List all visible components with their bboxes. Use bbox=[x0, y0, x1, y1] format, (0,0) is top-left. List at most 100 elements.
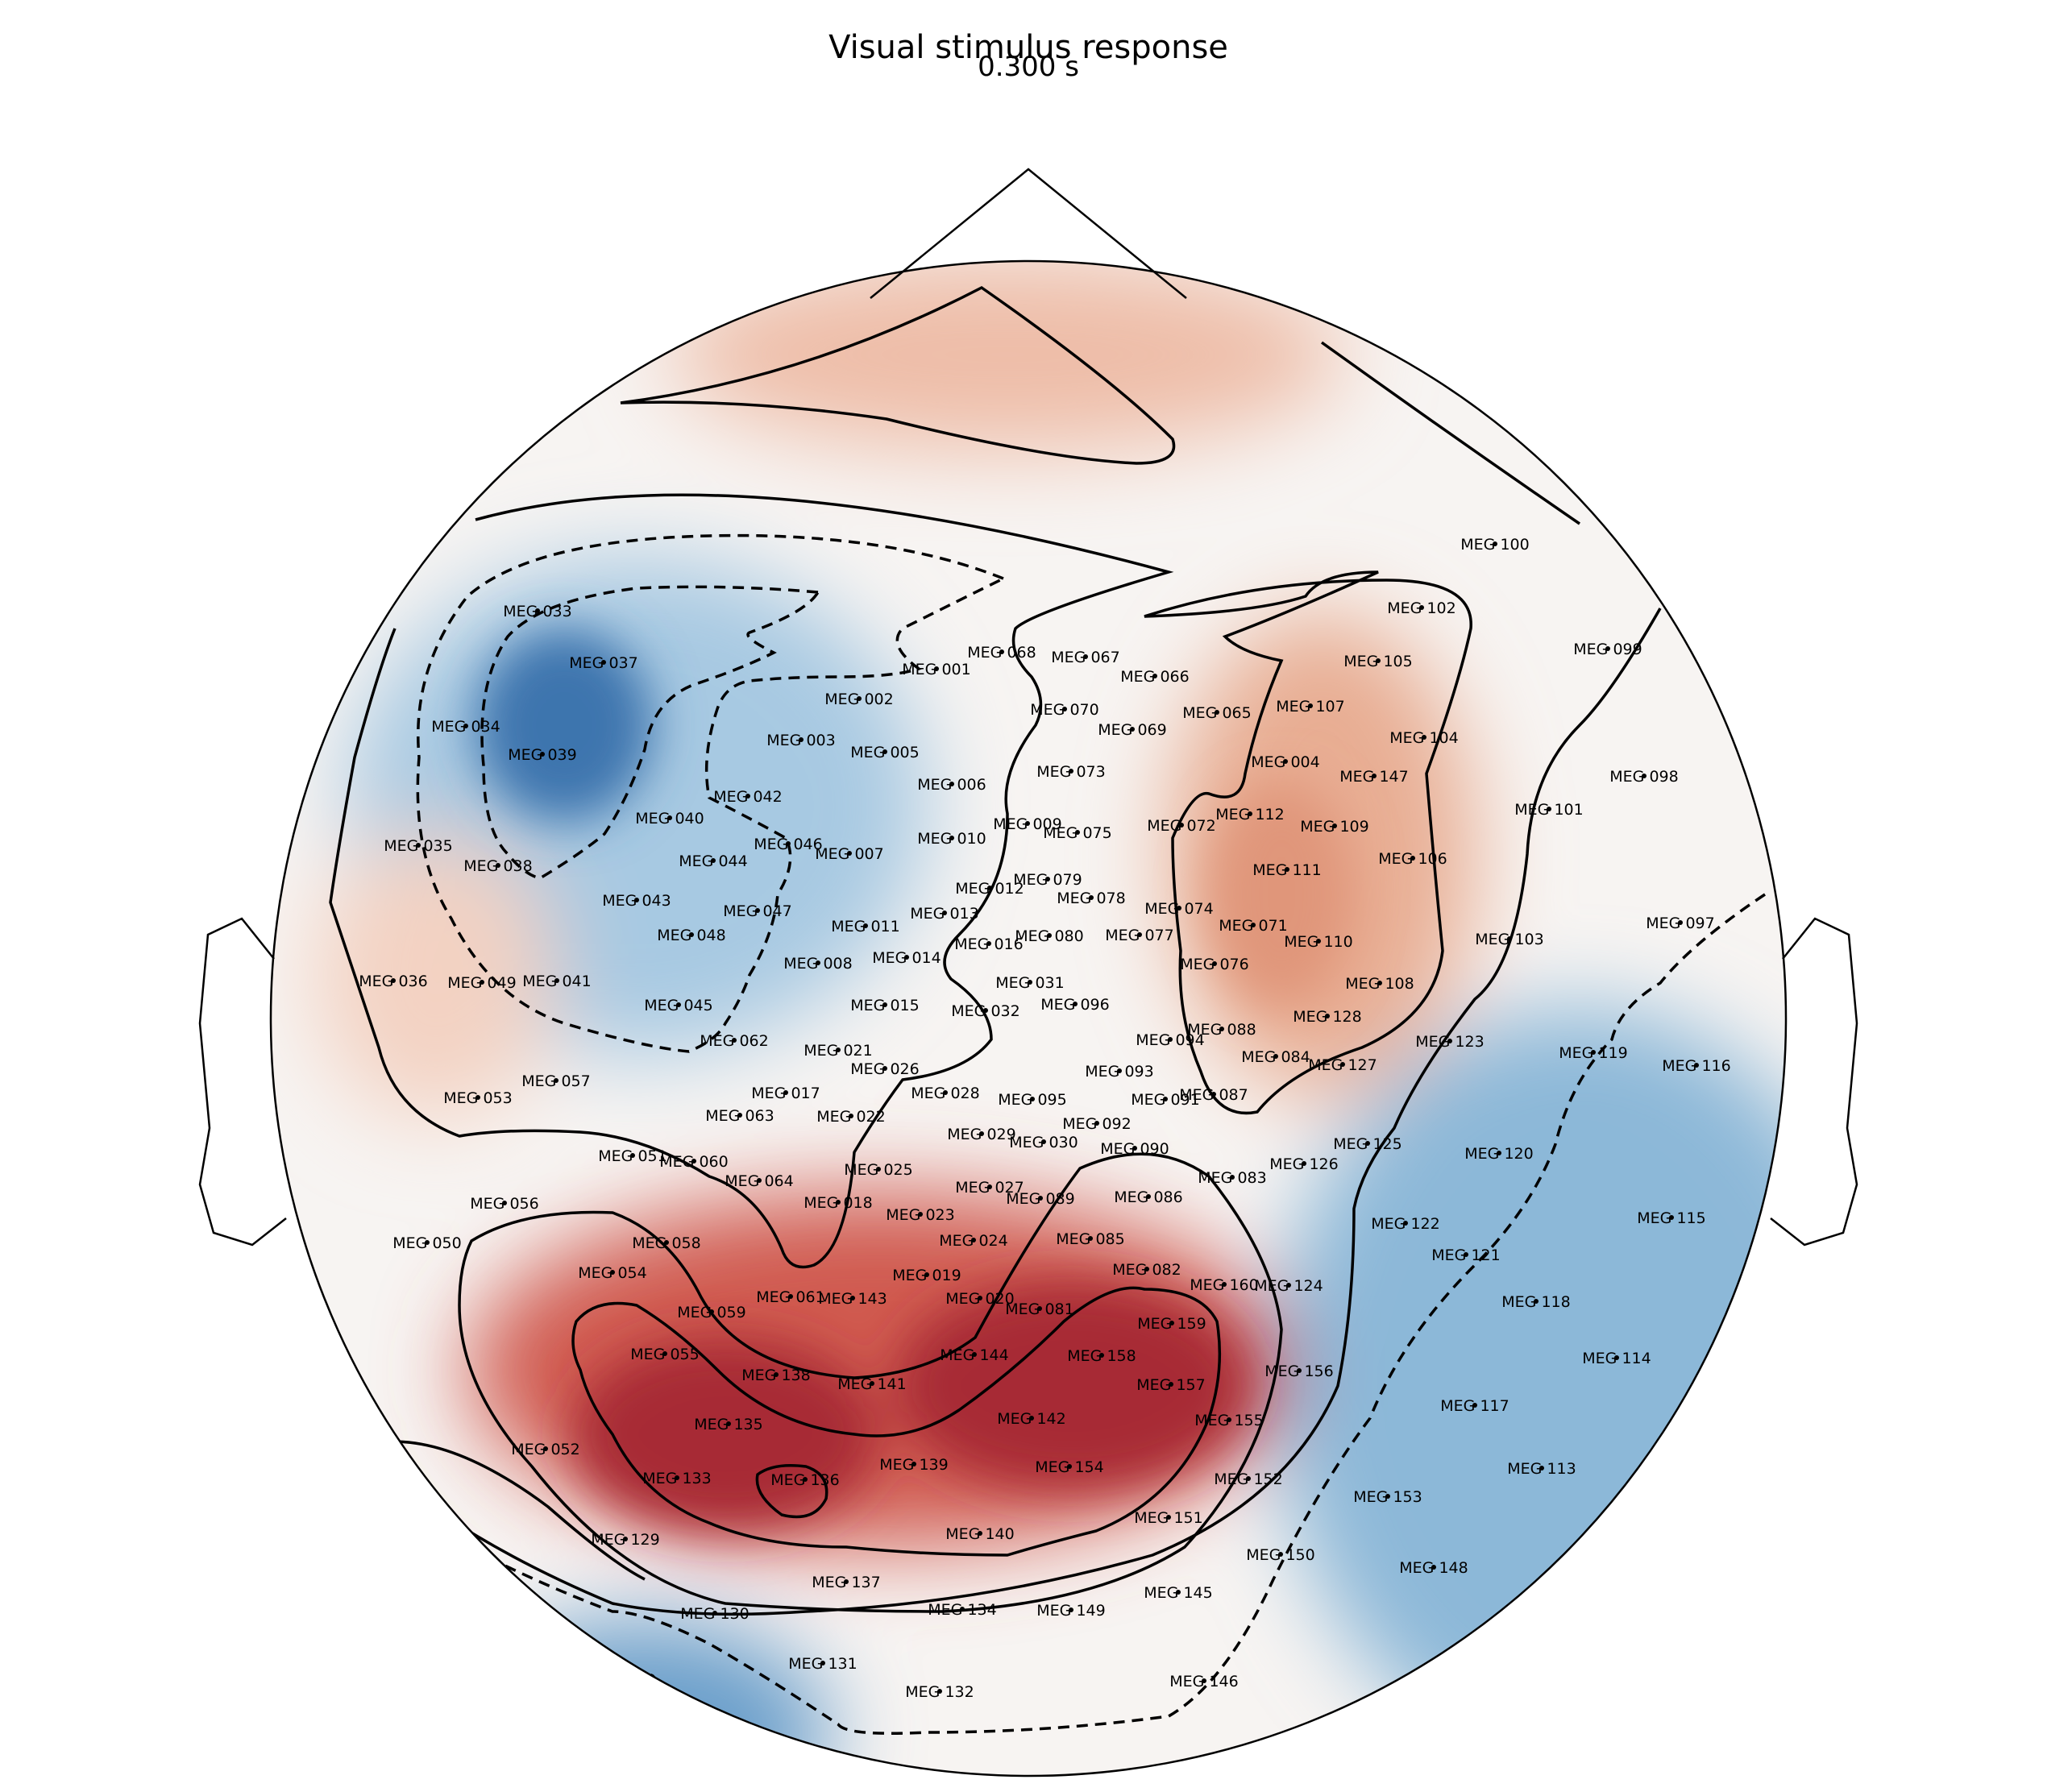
sensor-label: MEG 134 bbox=[928, 1601, 996, 1619]
sensor: MEG 084 bbox=[1241, 1048, 1310, 1066]
sensor: MEG 056 bbox=[470, 1195, 538, 1213]
sensor-label: MEG 152 bbox=[1214, 1471, 1282, 1488]
sensor-marker bbox=[1075, 830, 1080, 835]
chart-title: Visual stimulus response bbox=[828, 29, 1228, 66]
sensor-label: MEG 079 bbox=[1013, 871, 1082, 889]
sensor-label: MEG 109 bbox=[1300, 818, 1368, 836]
sensor-marker bbox=[1285, 867, 1289, 872]
sensor-marker bbox=[554, 978, 559, 983]
sensor-marker bbox=[849, 1114, 853, 1118]
sensor: MEG 160 bbox=[1190, 1276, 1258, 1294]
sensor-marker bbox=[972, 1352, 977, 1357]
sensor: MEG 121 bbox=[1431, 1247, 1500, 1264]
sensor-label: MEG 030 bbox=[1009, 1134, 1078, 1151]
sensor: MEG 001 bbox=[902, 661, 970, 678]
sensor: MEG 154 bbox=[1035, 1458, 1103, 1476]
sensor-marker bbox=[1230, 1175, 1235, 1180]
sensor-label: MEG 158 bbox=[1067, 1347, 1136, 1365]
sensor-marker bbox=[1073, 1002, 1078, 1006]
sensor-label: MEG 003 bbox=[766, 732, 835, 749]
sensor-label: MEG 016 bbox=[954, 935, 1023, 953]
sensor-label: MEG 135 bbox=[694, 1416, 762, 1433]
sensor-label: MEG 053 bbox=[443, 1089, 512, 1107]
sensor: MEG 128 bbox=[1293, 1008, 1361, 1026]
sensor: MEG 143 bbox=[818, 1290, 887, 1308]
sensor: MEG 129 bbox=[591, 1531, 659, 1549]
sensor-label: MEG 143 bbox=[818, 1290, 887, 1308]
contour-occipital-peak bbox=[755, 1464, 828, 1519]
contour-lower-left bbox=[378, 1440, 646, 1581]
sensor: MEG 125 bbox=[1333, 1135, 1402, 1153]
sensor-marker bbox=[1117, 1068, 1122, 1073]
sensor-label: MEG 093 bbox=[1085, 1063, 1153, 1081]
sensor: MEG 037 bbox=[569, 654, 637, 672]
pos-core-occipital-right bbox=[895, 1281, 1249, 1491]
sensor: MEG 080 bbox=[1015, 927, 1083, 945]
sensor: MEG 027 bbox=[955, 1179, 1024, 1197]
sensor: MEG 048 bbox=[657, 927, 725, 944]
sensor-marker bbox=[675, 1475, 679, 1480]
sensor-label: MEG 047 bbox=[723, 902, 791, 920]
sensor-label: MEG 098 bbox=[1609, 768, 1678, 786]
sensor: MEG 089 bbox=[1006, 1190, 1074, 1208]
contour-left-neg bbox=[416, 533, 1007, 1053]
sensor-marker bbox=[1372, 774, 1377, 778]
sensor: MEG 011 bbox=[831, 918, 899, 935]
sensor-label: MEG 018 bbox=[804, 1194, 872, 1212]
sensor: MEG 077 bbox=[1105, 927, 1173, 944]
sensor: MEG 095 bbox=[998, 1091, 1066, 1109]
sensor-marker bbox=[1497, 1151, 1501, 1155]
sensor-marker bbox=[737, 1113, 742, 1118]
sensor-marker bbox=[416, 843, 421, 848]
sensor-marker bbox=[480, 980, 484, 985]
sensor-label: MEG 068 bbox=[967, 644, 1036, 662]
sensor: MEG 101 bbox=[1514, 801, 1583, 819]
sensor-label: MEG 023 bbox=[886, 1206, 954, 1224]
sensor: MEG 081 bbox=[1005, 1300, 1073, 1318]
sensor: MEG 109 bbox=[1300, 818, 1368, 836]
sensor-label: MEG 126 bbox=[1269, 1155, 1338, 1173]
neg-region-right-lower bbox=[1273, 1007, 1786, 1765]
sensor-label: MEG 022 bbox=[816, 1108, 885, 1126]
sensor-label: MEG 087 bbox=[1179, 1086, 1248, 1104]
sensor: MEG 141 bbox=[837, 1375, 906, 1393]
sensor-marker bbox=[1377, 981, 1382, 985]
sensor-label: MEG 154 bbox=[1035, 1458, 1103, 1476]
sensor: MEG 068 bbox=[967, 644, 1036, 662]
sensor: MEG 072 bbox=[1147, 817, 1215, 835]
sensor: MEG 045 bbox=[644, 997, 712, 1014]
sensor-label: MEG 014 bbox=[872, 949, 941, 967]
sensor: MEG 047 bbox=[723, 902, 791, 920]
sensor-label: MEG 129 bbox=[591, 1531, 659, 1549]
sensor-label: MEG 060 bbox=[659, 1153, 728, 1171]
sensor-label: MEG 090 bbox=[1100, 1140, 1169, 1158]
sensor: MEG 042 bbox=[713, 788, 782, 806]
sensor: MEG 085 bbox=[1056, 1230, 1124, 1248]
sensor: MEG 025 bbox=[844, 1161, 912, 1179]
sensor-label: MEG 004 bbox=[1251, 753, 1319, 771]
sensor: MEG 136 bbox=[770, 1471, 839, 1489]
sensor-label: MEG 052 bbox=[511, 1441, 579, 1458]
sensor-marker bbox=[543, 1446, 548, 1451]
sensor-marker bbox=[987, 886, 992, 890]
sensor-label: MEG 136 bbox=[770, 1471, 839, 1489]
sensor: MEG 145 bbox=[1144, 1584, 1212, 1602]
sensor-marker bbox=[1340, 1062, 1345, 1067]
sensor-label: MEG 011 bbox=[831, 918, 899, 935]
sensor: MEG 123 bbox=[1415, 1033, 1484, 1051]
sensor: MEG 135 bbox=[694, 1416, 762, 1433]
sensor: MEG 104 bbox=[1389, 729, 1458, 747]
sensor: MEG 112 bbox=[1215, 806, 1284, 823]
sensor-label: MEG 007 bbox=[815, 845, 883, 863]
contour-occipital-outer bbox=[458, 1152, 1283, 1613]
sensor: MEG 113 bbox=[1507, 1460, 1576, 1478]
sensor-marker bbox=[1507, 936, 1512, 941]
sensor-marker bbox=[1286, 1283, 1291, 1288]
sensor-label: MEG 028 bbox=[911, 1085, 979, 1102]
sensor-marker bbox=[1146, 1194, 1151, 1199]
sensor-label: MEG 080 bbox=[1015, 927, 1083, 945]
sensor: MEG 148 bbox=[1399, 1559, 1468, 1577]
sensor-marker bbox=[667, 815, 672, 820]
sensor-marker bbox=[1297, 1368, 1302, 1373]
sensor: MEG 022 bbox=[816, 1108, 885, 1126]
